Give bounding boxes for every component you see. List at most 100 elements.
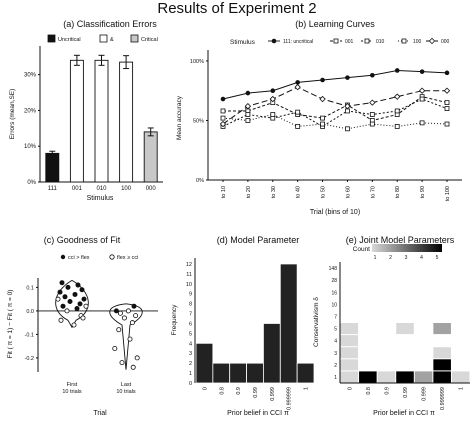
chart-b-title: (b) Learning Curves	[295, 19, 375, 29]
chart-c-point	[83, 303, 89, 309]
chart-c-point	[119, 360, 125, 366]
chart-a-legend-label: &	[110, 37, 114, 43]
chart-b-point	[345, 108, 350, 114]
chart-e-cell	[340, 323, 359, 335]
chart-c-x-tick-label: 10 trials	[62, 389, 82, 395]
chart-d-y-label: Frequency	[171, 304, 178, 335]
chart-c-x-tick-label: 10 trials	[116, 389, 136, 395]
chart-e-x-tick-label: 0.999	[422, 387, 428, 401]
chart-b-x-tick-label: to 100	[445, 186, 451, 201]
chart-e-x-label: Prior belief in CCI π	[373, 410, 435, 417]
chart-b-point	[320, 115, 325, 121]
chart-b-point	[394, 108, 400, 114]
chart-d-bar	[296, 362, 315, 384]
chart-b-x-tick-label: to 80	[395, 186, 401, 198]
chart-b-point	[369, 121, 375, 127]
chart-b-point	[394, 93, 401, 100]
chart-d-x-label: Prior belief in CCI π	[227, 410, 289, 417]
chart-c-point	[133, 313, 139, 319]
chart-c-y-tick-label: 0.0	[26, 309, 34, 315]
chart-b-x-tick-label: to 60	[345, 186, 351, 198]
chart-b-point	[345, 75, 350, 80]
chart-a-y-tick-label: 30%	[24, 73, 37, 79]
chart-b-point	[245, 118, 251, 123]
chart-b-point	[220, 108, 226, 114]
chart-c-point	[74, 306, 80, 312]
chart-c-y-label: Fit ( π = 1) − Fit ( π = 0)	[7, 290, 14, 359]
chart-d-y-tick-label: 8	[189, 302, 192, 308]
chart-e-cell	[340, 359, 359, 371]
chart-b-y-label: Mean accuracy	[176, 95, 183, 140]
chart-c-point	[79, 287, 85, 293]
chart-b-point	[418, 87, 426, 94]
chart-b-legend-title: Stimulus	[230, 39, 256, 46]
chart-e-cell	[340, 347, 359, 359]
chart-e-x-tick-label: 0.8	[366, 387, 372, 395]
chart-e-cell	[340, 335, 359, 347]
chart-d-x-tick-label: 0	[202, 387, 208, 390]
chart-e-y-tick-label: 5	[334, 327, 337, 333]
chart-c-y-tick-label: -0.1	[25, 332, 34, 338]
chart-d-x-tick-label: 0.999	[270, 387, 276, 401]
chart-a-x-tick-label: 111	[48, 186, 58, 192]
chart-e-legend-bar	[372, 244, 442, 252]
chart-b-point	[295, 124, 301, 129]
chart-b-point	[220, 96, 226, 102]
chart-a-x-tick-label: 100	[121, 186, 132, 192]
chart-b-point	[295, 80, 300, 85]
chart-a-legend-swatch	[130, 34, 139, 43]
chart-b-y-tick-label: 100%	[190, 59, 204, 65]
chart-c-point	[81, 296, 87, 302]
chart-a-y-tick-label: 0%	[27, 180, 36, 186]
chart-c-legend-label: flex ≥ cci	[117, 255, 138, 261]
chart-d-y-tick-label: 1	[189, 371, 192, 377]
chart-a-y-tick-label: 20%	[24, 108, 37, 114]
chart-b-point	[320, 77, 325, 83]
chart-d-y-tick-label: 10	[186, 282, 192, 288]
chart-b-x-tick-label: to 90	[420, 186, 426, 198]
chart-d-y-tick-label: 2	[189, 361, 192, 367]
chart-b-point	[394, 124, 400, 129]
chart-e-cell	[414, 371, 433, 383]
chart-b-legend-marker	[271, 38, 277, 44]
chart-e-y-tick-label: 148	[329, 266, 338, 272]
chart-b-point	[245, 90, 251, 96]
chart-e-legend-title: Count	[353, 246, 371, 253]
chart-a-legend-swatch	[99, 34, 108, 43]
chart-a-title: (a) Classification Errors	[63, 19, 157, 29]
chart-e-cell	[433, 359, 451, 371]
chart-c-point	[116, 327, 122, 333]
chart-c-point	[131, 303, 137, 309]
chart-a-legend-swatch	[47, 34, 56, 43]
chart-c-point	[130, 364, 136, 370]
chart-b-legend-marker	[364, 38, 370, 44]
chart-c-x-label: Trial	[93, 410, 107, 417]
chart-d-y-tick-label: 11	[186, 272, 192, 278]
chart-e-x-tick-label: 0.9	[384, 387, 390, 395]
chart-b-x-tick-label: to 10	[221, 186, 227, 198]
chart-a-y-label: Errors (mean,SE)	[9, 89, 16, 140]
chart-e-legend-tick-label: 5	[436, 255, 439, 261]
chart-b-series-line	[222, 113, 448, 130]
chart-c-point	[57, 289, 63, 295]
chart-c-point	[55, 296, 61, 302]
chart-d-y-tick-label: 0	[189, 381, 192, 387]
chart-b-point	[320, 121, 325, 127]
chart-c-point	[77, 301, 83, 307]
chart-a-bar	[45, 152, 60, 183]
chart-c-point	[125, 308, 131, 314]
chart-c-point	[134, 355, 140, 361]
chart-a-bar	[94, 59, 109, 183]
chart-a-bar	[143, 131, 158, 183]
chart-d-y-tick-label: 3	[189, 351, 192, 357]
chart-d-y-tick-label: 6	[189, 321, 192, 327]
chart-c-point	[58, 317, 64, 323]
chart-e-y-tick-label: 4	[334, 339, 337, 345]
chart-b-point	[294, 83, 301, 91]
chart-a-x-tick-label: 001	[72, 186, 83, 192]
chart-c-point	[64, 308, 70, 314]
chart-c-point	[112, 345, 118, 351]
chart-a-legend-label: Uncritical	[58, 37, 81, 43]
chart-a-bar	[69, 59, 84, 183]
chart-d-x-tick-label: 0.8	[219, 387, 225, 395]
